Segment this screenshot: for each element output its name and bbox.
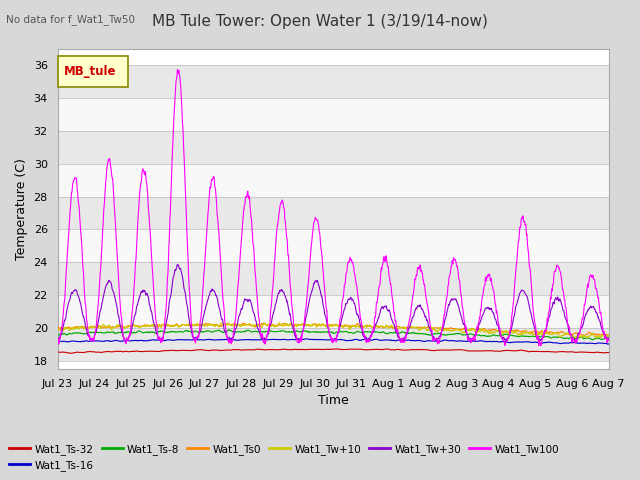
Text: No data for f_Wat1_Tw50: No data for f_Wat1_Tw50: [6, 14, 136, 25]
Bar: [58, 262, 609, 295]
Bar: [58, 328, 609, 361]
Bar: [58, 98, 609, 131]
Text: MB_tule: MB_tule: [64, 65, 116, 78]
Bar: [58, 131, 609, 164]
Bar: [58, 65, 609, 98]
Legend: Wat1_Ts-32, Wat1_Ts-16, Wat1_Ts-8, Wat1_Ts0, Wat1_Tw+10, Wat1_Tw+30, Wat1_Tw100: Wat1_Ts-32, Wat1_Ts-16, Wat1_Ts-8, Wat1_…: [5, 439, 563, 475]
Bar: [58, 229, 609, 262]
Bar: [58, 295, 609, 328]
Y-axis label: Temperature (C): Temperature (C): [15, 158, 28, 260]
X-axis label: Time: Time: [318, 395, 349, 408]
Bar: [58, 196, 609, 229]
Bar: [58, 164, 609, 196]
Text: MB Tule Tower: Open Water 1 (3/19/14-now): MB Tule Tower: Open Water 1 (3/19/14-now…: [152, 14, 488, 29]
